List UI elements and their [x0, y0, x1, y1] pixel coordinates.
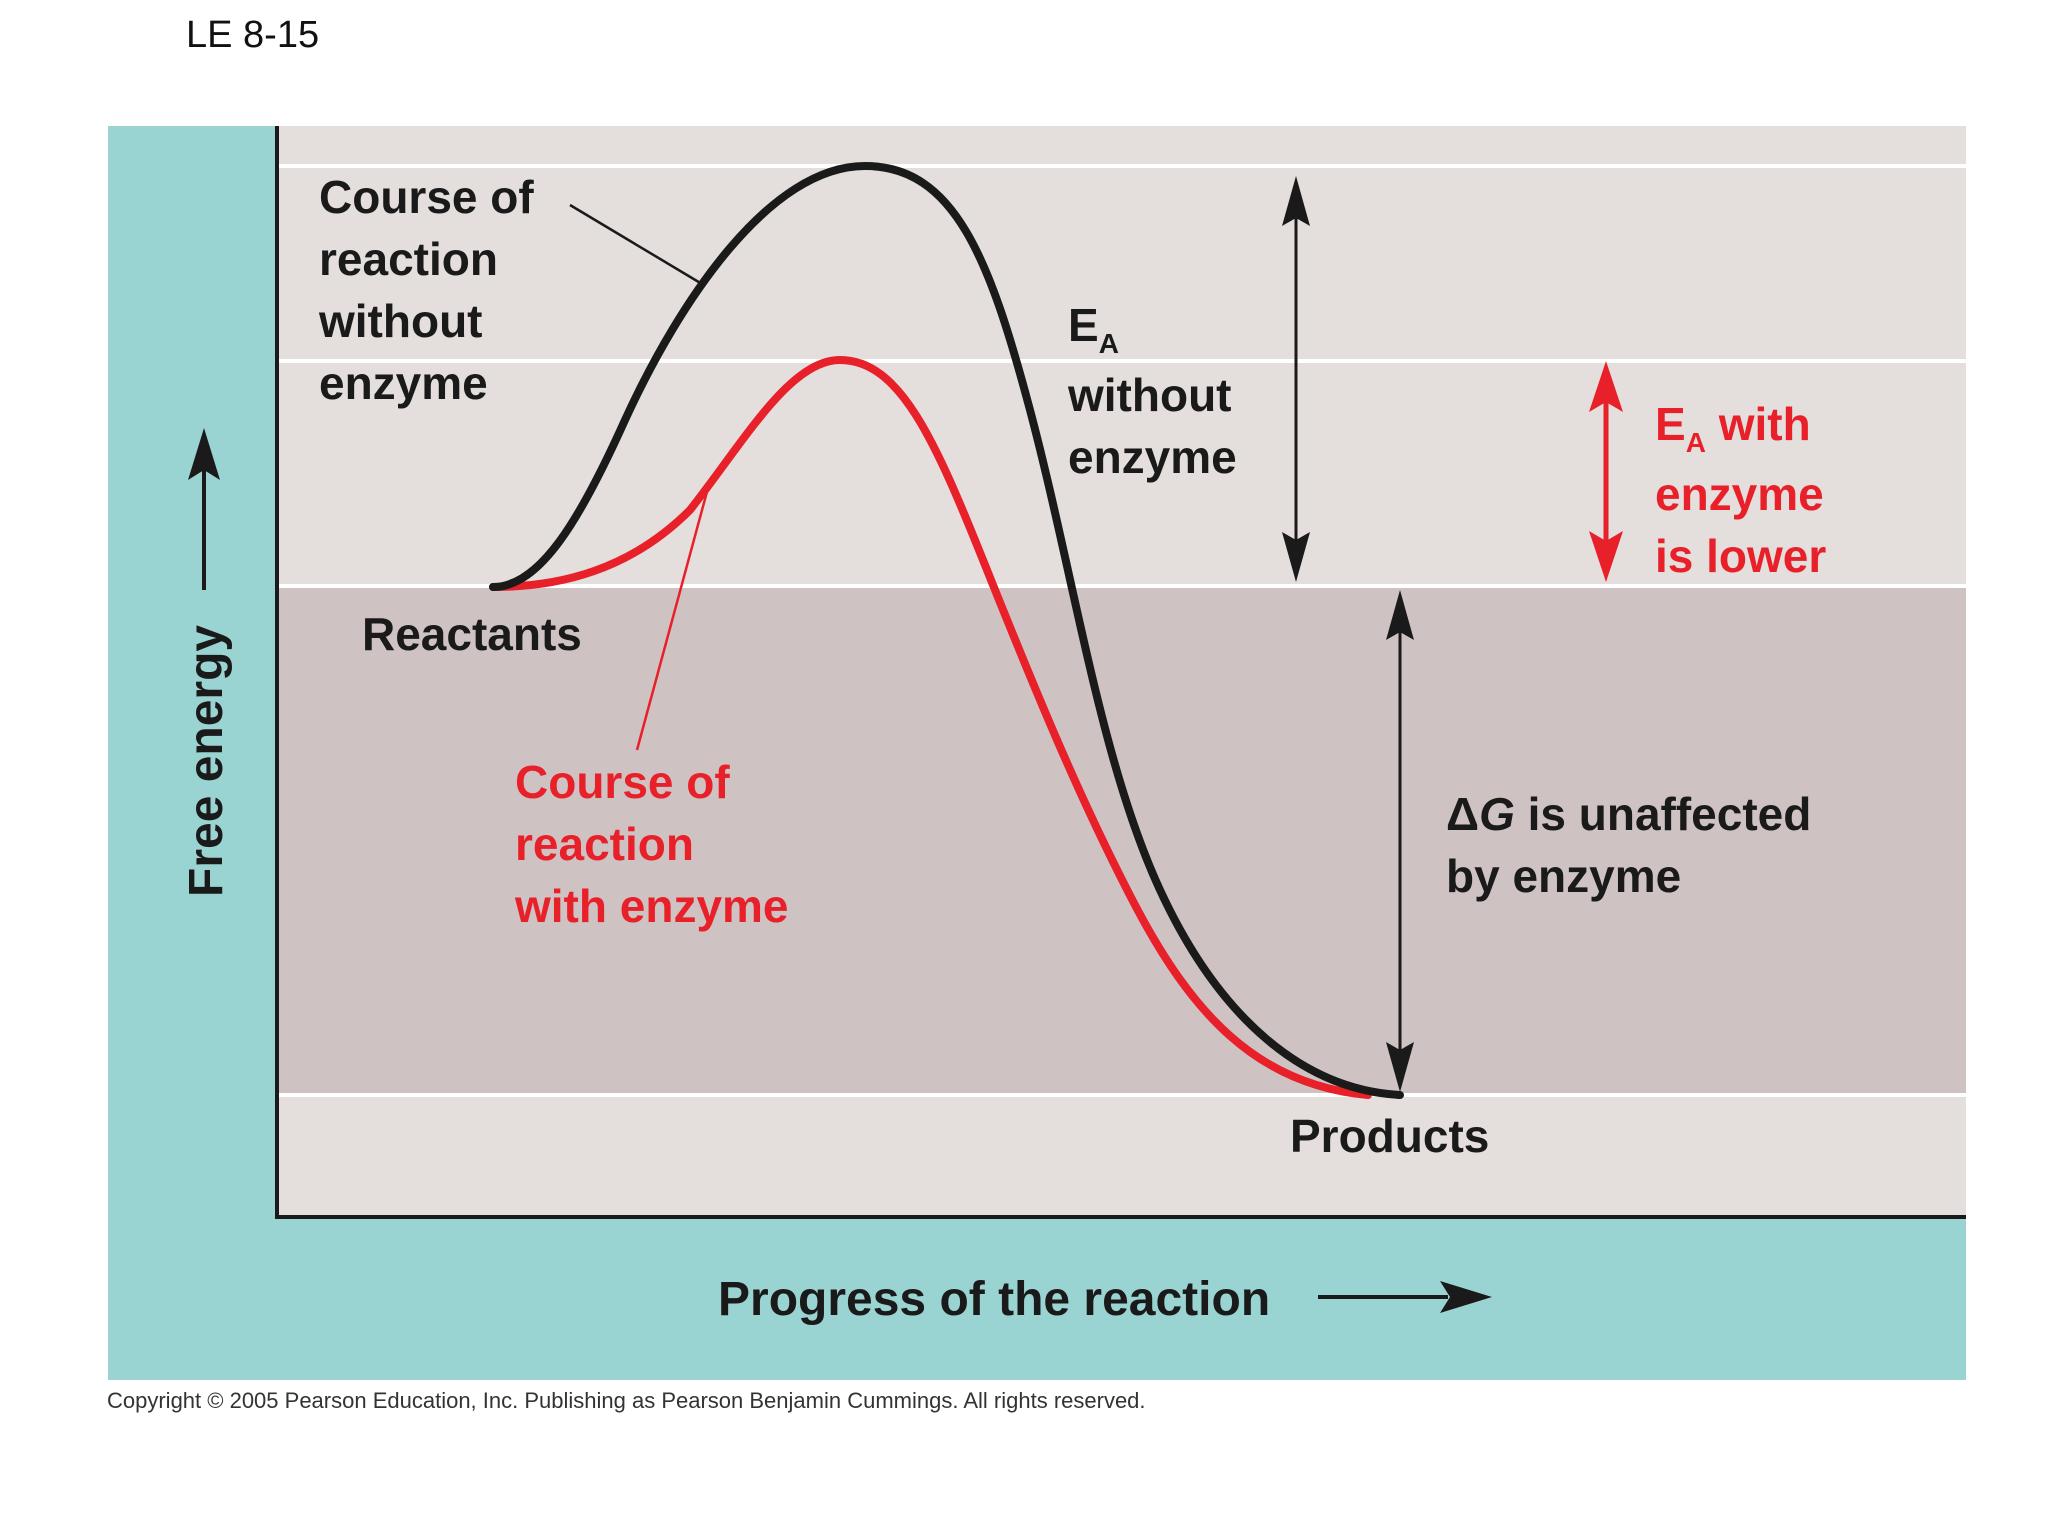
curve-without-enzyme: [489, 161, 1404, 1099]
plot-band-top: [276, 126, 1966, 588]
x-axis-label: Progress of the reaction: [718, 1273, 1270, 1326]
label-products: Products: [1290, 1110, 1489, 1162]
y-axis-label: Free energy: [180, 625, 233, 897]
ea-without-arrow: [1282, 176, 1310, 582]
delta-g-arrow: [1386, 590, 1414, 1092]
label-reactants: Reactants: [362, 608, 582, 660]
y-axis-arrow: [188, 428, 220, 590]
plot-band-activation: [276, 588, 1966, 1093]
plot-band-bottom: [276, 1093, 1966, 1217]
label-delta-g: ΔG is unaffected by enzyme: [1446, 788, 1824, 902]
leader-with-enzyme: [635, 487, 710, 751]
label-course-without-enzyme: Course of reaction without enzyme: [318, 171, 546, 409]
label-course-with-enzyme: Course of reaction with enzyme: [514, 756, 789, 932]
curve-with-enzyme: [489, 355, 1372, 1099]
figure-label: LE 8-15: [186, 14, 320, 56]
ea-with-arrow: [1589, 361, 1623, 582]
copyright-notice: Copyright © 2005 Pearson Education, Inc.…: [107, 1388, 1146, 1413]
label-ea-without-enzyme: EA without enzyme: [1067, 299, 1244, 483]
label-ea-with-enzyme: EA with enzyme is lower: [1655, 398, 1837, 582]
x-axis-arrow: [1318, 1281, 1492, 1313]
leader-without-enzyme: [569, 203, 703, 286]
